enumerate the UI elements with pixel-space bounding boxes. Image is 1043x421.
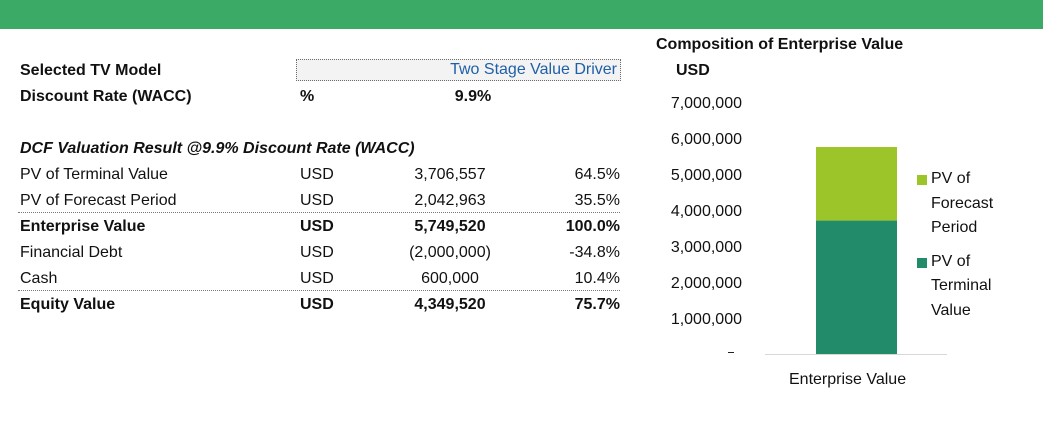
- result-section-title: DCF Valuation Result @9.9% Discount Rate…: [20, 140, 415, 157]
- row-label: Cash: [20, 270, 58, 287]
- row-pct: -34.8%: [569, 244, 620, 261]
- row-pct: 75.7%: [574, 296, 620, 313]
- bar-segment-terminal-value: [816, 220, 897, 354]
- row-value: 3,706,557: [414, 166, 486, 183]
- y-tick-label: 3,000,000: [671, 239, 742, 256]
- discount-rate-unit: %: [300, 88, 315, 105]
- legend-label-terminal-line2: Terminal: [931, 277, 992, 294]
- legend-label-forecast-line3: Period: [931, 219, 978, 236]
- model-selector-value: Two Stage Value Driver: [450, 61, 617, 78]
- bar-segment-forecast-period: [816, 147, 897, 221]
- y-tick-label: 6,000,000: [671, 131, 742, 148]
- legend-label-terminal-line3: Value: [931, 302, 971, 319]
- row-unit: USD: [300, 296, 334, 313]
- row-label: Equity Value: [20, 296, 116, 313]
- legend-label-terminal-line1: PV of: [931, 253, 971, 270]
- y-tick-label: 5,000,000: [671, 167, 742, 184]
- row-pct: 64.5%: [574, 166, 620, 183]
- row-label: PV of Terminal Value: [20, 166, 168, 183]
- row-pct: 35.5%: [574, 192, 620, 209]
- row-unit: USD: [300, 192, 334, 209]
- legend-label-forecast-line2: Forecast: [931, 195, 994, 212]
- row-value: 4,349,520: [414, 296, 486, 313]
- chart-title: Composition of Enterprise Value: [656, 36, 904, 53]
- row-value: 2,042,963: [414, 192, 486, 209]
- selected-model-label: Selected TV Model: [20, 62, 162, 79]
- y-tick-label: 7,000,000: [671, 95, 742, 112]
- row-unit: USD: [300, 166, 334, 183]
- row-value: 5,749,520: [414, 218, 486, 235]
- row-label: Enterprise Value: [20, 218, 146, 235]
- legend-swatch-terminal: [917, 258, 927, 268]
- row-value: 600,000: [421, 270, 479, 287]
- row-unit: USD: [300, 218, 334, 235]
- row-unit: USD: [300, 244, 334, 261]
- y-tick-label: 4,000,000: [671, 203, 742, 220]
- chart-category-label: Enterprise Value: [789, 371, 907, 388]
- chart-zero-tick: [728, 352, 734, 353]
- top-accent-bar: [0, 0, 1043, 29]
- row-divider: [18, 212, 620, 213]
- discount-rate-value: 9.9%: [454, 88, 492, 105]
- row-unit: USD: [300, 270, 334, 287]
- discount-rate-label: Discount Rate (WACC): [20, 88, 192, 105]
- y-tick-label: 1,000,000: [671, 311, 742, 328]
- model-selector[interactable]: Two Stage Value Driver: [296, 59, 621, 81]
- row-divider: [18, 290, 620, 291]
- y-tick-label: 2,000,000: [671, 275, 742, 292]
- row-label: PV of Forecast Period: [20, 192, 177, 209]
- row-pct: 100.0%: [565, 218, 620, 235]
- legend-swatch-forecast: [917, 175, 927, 185]
- chart-unit-label: USD: [676, 62, 710, 79]
- row-label: Financial Debt: [20, 244, 123, 261]
- legend-label-forecast-line1: PV of: [931, 170, 971, 187]
- row-pct: 10.4%: [574, 270, 620, 287]
- chart-x-axis: [765, 354, 947, 355]
- row-value: (2,000,000): [409, 244, 491, 261]
